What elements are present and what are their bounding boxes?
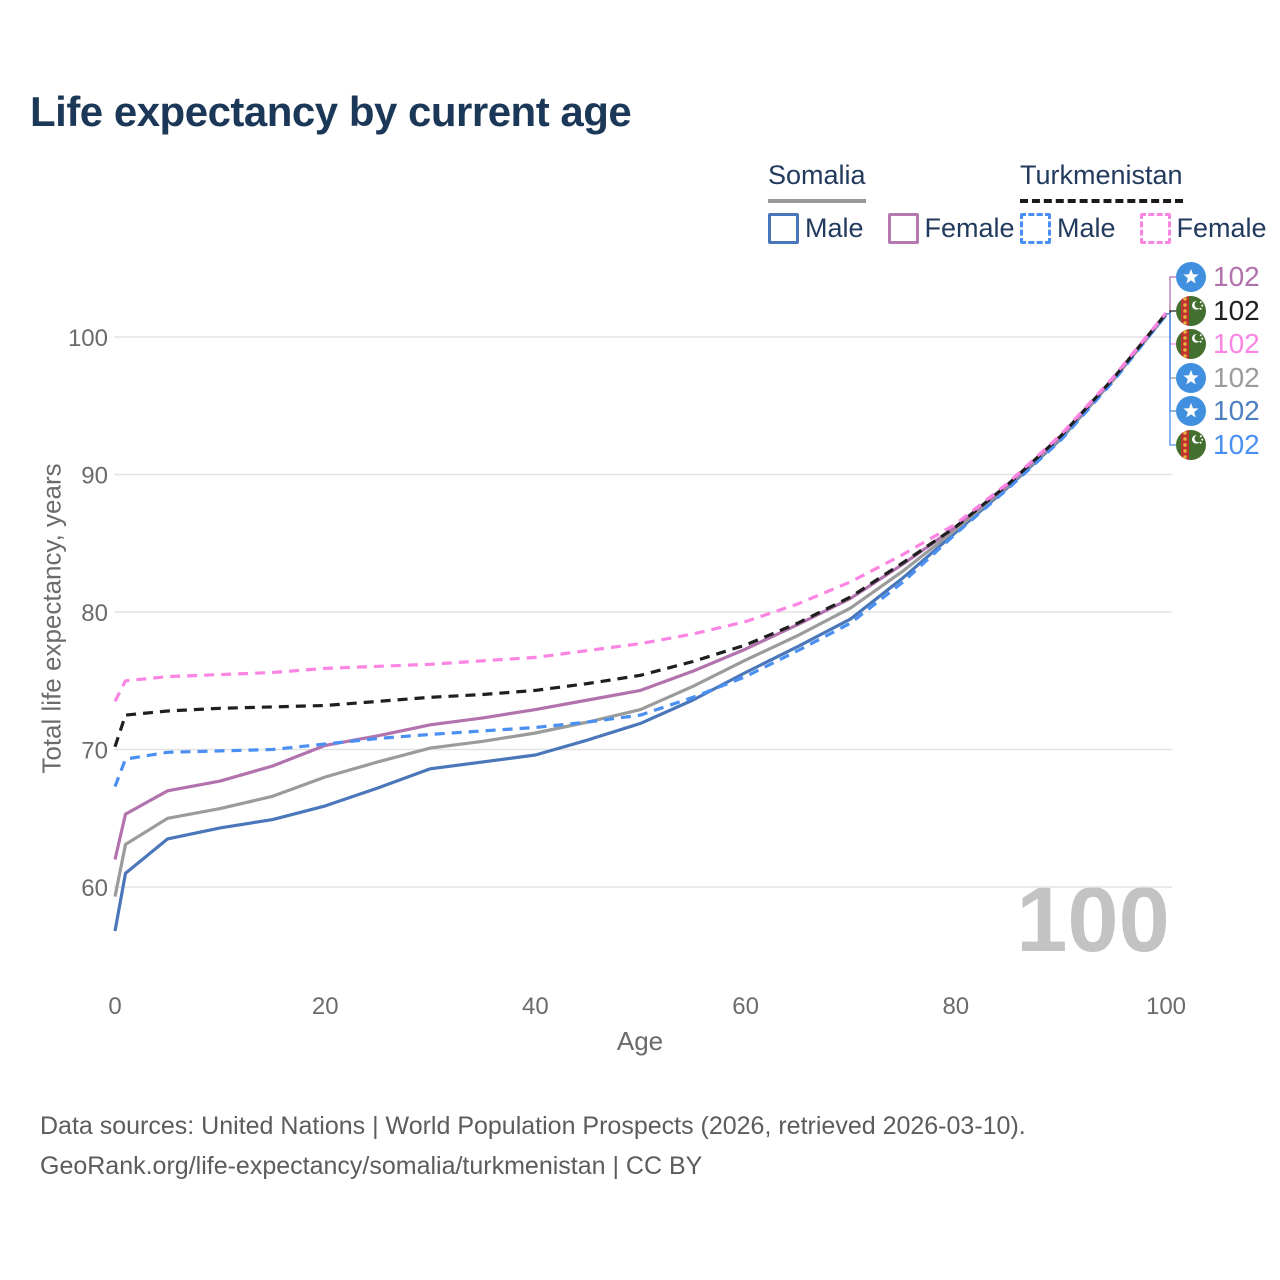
series-line-somalia_male xyxy=(113,313,1168,932)
end-label-row: 102 xyxy=(1176,296,1260,326)
turkmenistan-flag-icon xyxy=(1176,296,1206,326)
end-label-leader-line xyxy=(1166,276,1176,315)
end-label-value: 102 xyxy=(1213,295,1260,326)
footer-data-sources: Data sources: United Nations | World Pop… xyxy=(40,1112,1026,1140)
end-label-value: 102 xyxy=(1213,362,1260,393)
turkmenistan-flag-icon xyxy=(1176,430,1206,460)
legend-group-turkmenistan-title: Turkmenistan xyxy=(1020,160,1183,203)
end-label-row: 102 xyxy=(1176,363,1260,393)
y-tick-label: 80 xyxy=(81,600,108,627)
series-line-somalia_female xyxy=(113,312,1168,860)
end-label-row: 102 xyxy=(1176,430,1260,460)
end-label-row: 102 xyxy=(1176,262,1260,292)
legend-item-label: Male xyxy=(805,213,864,243)
footer-attribution: GeoRank.org/life-expectancy/somalia/turk… xyxy=(40,1152,703,1180)
x-tick-label: 80 xyxy=(942,993,969,1020)
x-tick-label: 60 xyxy=(732,993,759,1020)
y-axis-title: Total life expectancy, years xyxy=(36,463,67,774)
somalia-flag-icon xyxy=(1176,363,1206,393)
series-line-turkmenistan_total xyxy=(113,312,1168,748)
somalia-flag-icon xyxy=(1176,396,1206,426)
end-label-row: 102 xyxy=(1176,396,1260,426)
page-title: Life expectancy by current age xyxy=(30,88,632,135)
x-tick-label: 40 xyxy=(522,993,549,1020)
series-line-somalia_total xyxy=(113,313,1168,897)
end-label-value: 102 xyxy=(1213,395,1260,426)
current-age-watermark: 100 xyxy=(1016,869,1170,971)
turkmenistan-female-swatch-icon xyxy=(1139,213,1171,244)
turkmenistan-male-swatch-icon xyxy=(1020,213,1051,244)
legend-item-somalia-male[interactable]: Male xyxy=(768,213,864,244)
end-label-leader-line xyxy=(1166,312,1176,412)
somalia-male-swatch-icon xyxy=(768,213,799,244)
y-tick-label: 90 xyxy=(81,463,108,490)
legend-group-turkmenistan: Turkmenistan Male Female xyxy=(1020,160,1267,244)
end-label-leader-line xyxy=(1166,312,1176,345)
x-tick-label: 100 xyxy=(1146,993,1186,1020)
footer: Data sources: United Nations | World Pop… xyxy=(40,1106,1026,1186)
legend-item-somalia-female[interactable]: Female xyxy=(887,213,1015,244)
legend-item-turkmenistan-male[interactable]: Male xyxy=(1020,213,1116,244)
legend-group-somalia: Somalia Male Female xyxy=(768,160,1015,244)
somalia-flag-icon xyxy=(1176,262,1206,292)
end-label-leader-line xyxy=(1166,312,1176,446)
legend-group-somalia-title: Somalia xyxy=(768,160,866,203)
gridlines xyxy=(114,336,1172,888)
legend-item-label: Female xyxy=(924,213,1015,243)
series-line-turkmenistan_male xyxy=(113,314,1168,788)
legend-item-label: Female xyxy=(1176,213,1267,243)
turkmenistan-flag-icon xyxy=(1176,329,1206,359)
series-line-turkmenistan_female xyxy=(113,311,1168,703)
end-label-value: 102 xyxy=(1213,261,1260,292)
legend-item-turkmenistan-female[interactable]: Female xyxy=(1139,213,1267,244)
somalia-female-swatch-icon xyxy=(887,213,919,244)
y-tick-label: 70 xyxy=(81,738,108,765)
x-tick-label: 0 xyxy=(108,993,121,1020)
x-axis-title: Age xyxy=(616,1026,664,1056)
end-label-row: 102 xyxy=(1176,329,1260,359)
y-tick-label: 60 xyxy=(81,875,108,902)
legend-item-label: Male xyxy=(1057,213,1116,243)
end-label-value: 102 xyxy=(1213,429,1260,460)
end-label-value: 102 xyxy=(1213,328,1260,359)
end-label-leader-line xyxy=(1166,312,1176,379)
y-tick-label: 100 xyxy=(68,325,108,352)
x-tick-label: 20 xyxy=(312,993,339,1020)
